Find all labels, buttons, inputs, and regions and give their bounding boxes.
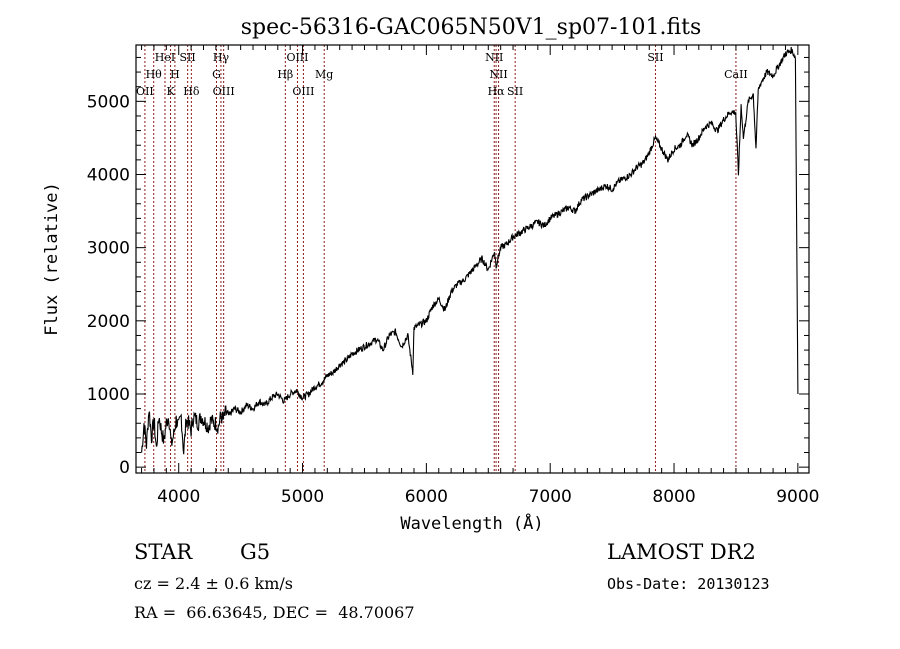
- line-marker-label: SII: [647, 51, 663, 64]
- line-marker-label: NII: [485, 51, 503, 64]
- line-marker-label: SII: [507, 85, 523, 98]
- y-tick-label: 2000: [87, 312, 130, 332]
- line-markers: OIIHθHeIKHSIIHδGHγOIIIHβOIIIOIIIMgNIINII…: [136, 45, 748, 473]
- x-tick-label: 8000: [652, 487, 695, 507]
- line-marker-label: SII: [180, 51, 196, 64]
- obs-date: Obs-Date: 20130123: [607, 575, 770, 593]
- redshift-text: cz = 2.4 ± 0.6 km/s: [134, 574, 293, 593]
- line-marker-label: Hβ: [277, 68, 293, 81]
- survey-name: LAMOST DR2: [607, 540, 756, 564]
- line-marker-label: Hθ: [146, 68, 163, 81]
- spectrum-series: [141, 47, 799, 455]
- x-tick-label: 5000: [281, 487, 324, 507]
- y-tick-label: 1000: [87, 385, 130, 405]
- spectrum-line: [141, 47, 799, 455]
- y-axis-label: Flux (relative): [42, 182, 62, 336]
- line-marker-label: OIII: [286, 51, 308, 64]
- line-marker-label: K: [166, 85, 175, 98]
- y-tick-label: 4000: [87, 165, 130, 185]
- line-marker-label: Hδ: [183, 85, 200, 98]
- y-tick-label: 0: [119, 458, 130, 478]
- object-subclass: G5: [240, 540, 271, 564]
- line-marker-label: OIII: [292, 85, 314, 98]
- x-axis-label: Wavelength (Å): [400, 512, 543, 534]
- axis-ticks: 4000 5000 6000 7000 8000 9000 0 1000 2000 3000 400…: [87, 45, 819, 507]
- x-tick-label: 6000: [405, 487, 448, 507]
- object-class: STAR: [134, 540, 193, 564]
- line-marker-label: H: [170, 68, 180, 81]
- line-marker-label: Mg: [315, 68, 333, 81]
- line-marker-label: Hγ: [213, 51, 230, 64]
- line-marker-label: OII: [136, 85, 154, 98]
- y-tick-label: 5000: [87, 92, 130, 112]
- line-marker-label: CaII: [724, 68, 748, 81]
- y-tick-label: 3000: [87, 239, 130, 259]
- x-tick-label: 4000: [157, 487, 200, 507]
- plot-frame: [135, 44, 810, 474]
- coordinates-text: RA = 66.63645, DEC = 48.70067: [134, 603, 415, 622]
- line-marker-label: Hα: [488, 85, 506, 98]
- line-marker-label: NII: [489, 68, 507, 81]
- line-marker-label: G: [212, 68, 221, 81]
- line-marker-label: HeI: [155, 51, 175, 64]
- x-tick-label: 7000: [529, 487, 572, 507]
- chart-title: spec-56316-GAC065N50V1_sp07-101.fits: [241, 15, 702, 40]
- line-marker-label: OIII: [213, 85, 235, 98]
- x-tick-label: 9000: [776, 487, 819, 507]
